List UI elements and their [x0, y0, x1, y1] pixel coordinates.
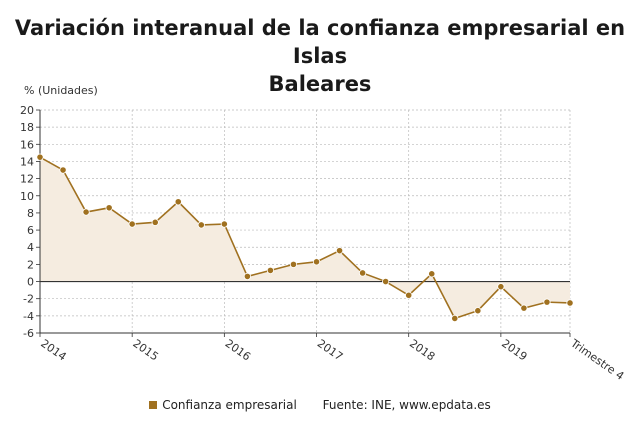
area-layer [40, 157, 570, 319]
data-point [497, 283, 505, 291]
y-axis-label: % (Unidades) [24, 84, 98, 97]
data-point [474, 307, 482, 315]
chart-title-line2: Baleares [268, 72, 372, 96]
y-tick-label: 16 [20, 138, 34, 151]
data-point [428, 270, 436, 278]
data-point [520, 304, 528, 312]
chart-title: Variación interanual de la confianza emp… [0, 14, 640, 98]
y-tick-label: 2 [27, 258, 34, 271]
y-tick-label: -4 [23, 310, 34, 323]
line-layer [39, 156, 571, 320]
series-line [39, 156, 571, 320]
y-tick-label: -6 [23, 327, 34, 340]
data-point [543, 298, 551, 306]
y-tick-label: 14 [20, 155, 34, 168]
x-tick-label: 2017 [315, 337, 345, 364]
data-point [82, 208, 90, 216]
data-point [335, 247, 344, 255]
y-tick-label: 8 [27, 207, 34, 220]
y-tick-label: 4 [27, 241, 34, 254]
series-area [40, 157, 570, 319]
data-point [289, 260, 298, 268]
data-point [405, 291, 413, 299]
x-tick-label: Trimestre 4 [567, 336, 626, 383]
data-point [128, 220, 136, 228]
data-point [36, 153, 44, 161]
x-tick-label: 2016 [223, 337, 253, 364]
data-point [151, 218, 159, 226]
x-tick-label: 2015 [130, 337, 160, 364]
x-tick-label: 2018 [407, 337, 437, 364]
y-tick-label: 18 [20, 121, 34, 134]
y-tick-label: 20 [20, 104, 34, 117]
data-point [451, 314, 459, 323]
data-point [566, 299, 574, 307]
data-point [382, 277, 390, 286]
y-tick-label: -2 [23, 293, 34, 306]
data-point [359, 269, 367, 277]
chart-title-line1: Variación interanual de la confianza emp… [14, 16, 626, 68]
legend-item: Confianza empresarial [149, 398, 297, 412]
data-point [312, 258, 321, 266]
y-tick-label: 10 [20, 190, 34, 203]
axis-layer [36, 109, 571, 337]
data-point [243, 272, 251, 280]
legend-series-name: Confianza empresarial [162, 398, 297, 412]
data-point [59, 166, 67, 174]
data-point [105, 204, 113, 212]
legend: Confianza empresarial Fuente: INE, www.e… [0, 398, 640, 412]
y-tick-label: 6 [27, 224, 34, 237]
data-point [174, 198, 182, 206]
x-tick-label: 2019 [499, 337, 529, 364]
data-point [220, 220, 228, 228]
y-tick-label: 0 [27, 276, 34, 289]
point-layer [36, 153, 574, 323]
source-text: Fuente: INE, www.epdata.es [322, 398, 491, 412]
data-point [197, 221, 205, 229]
data-point [266, 266, 275, 274]
y-tick-label: 12 [20, 173, 34, 186]
x-tick-label: 2014 [38, 337, 68, 364]
legend-swatch [149, 400, 158, 409]
